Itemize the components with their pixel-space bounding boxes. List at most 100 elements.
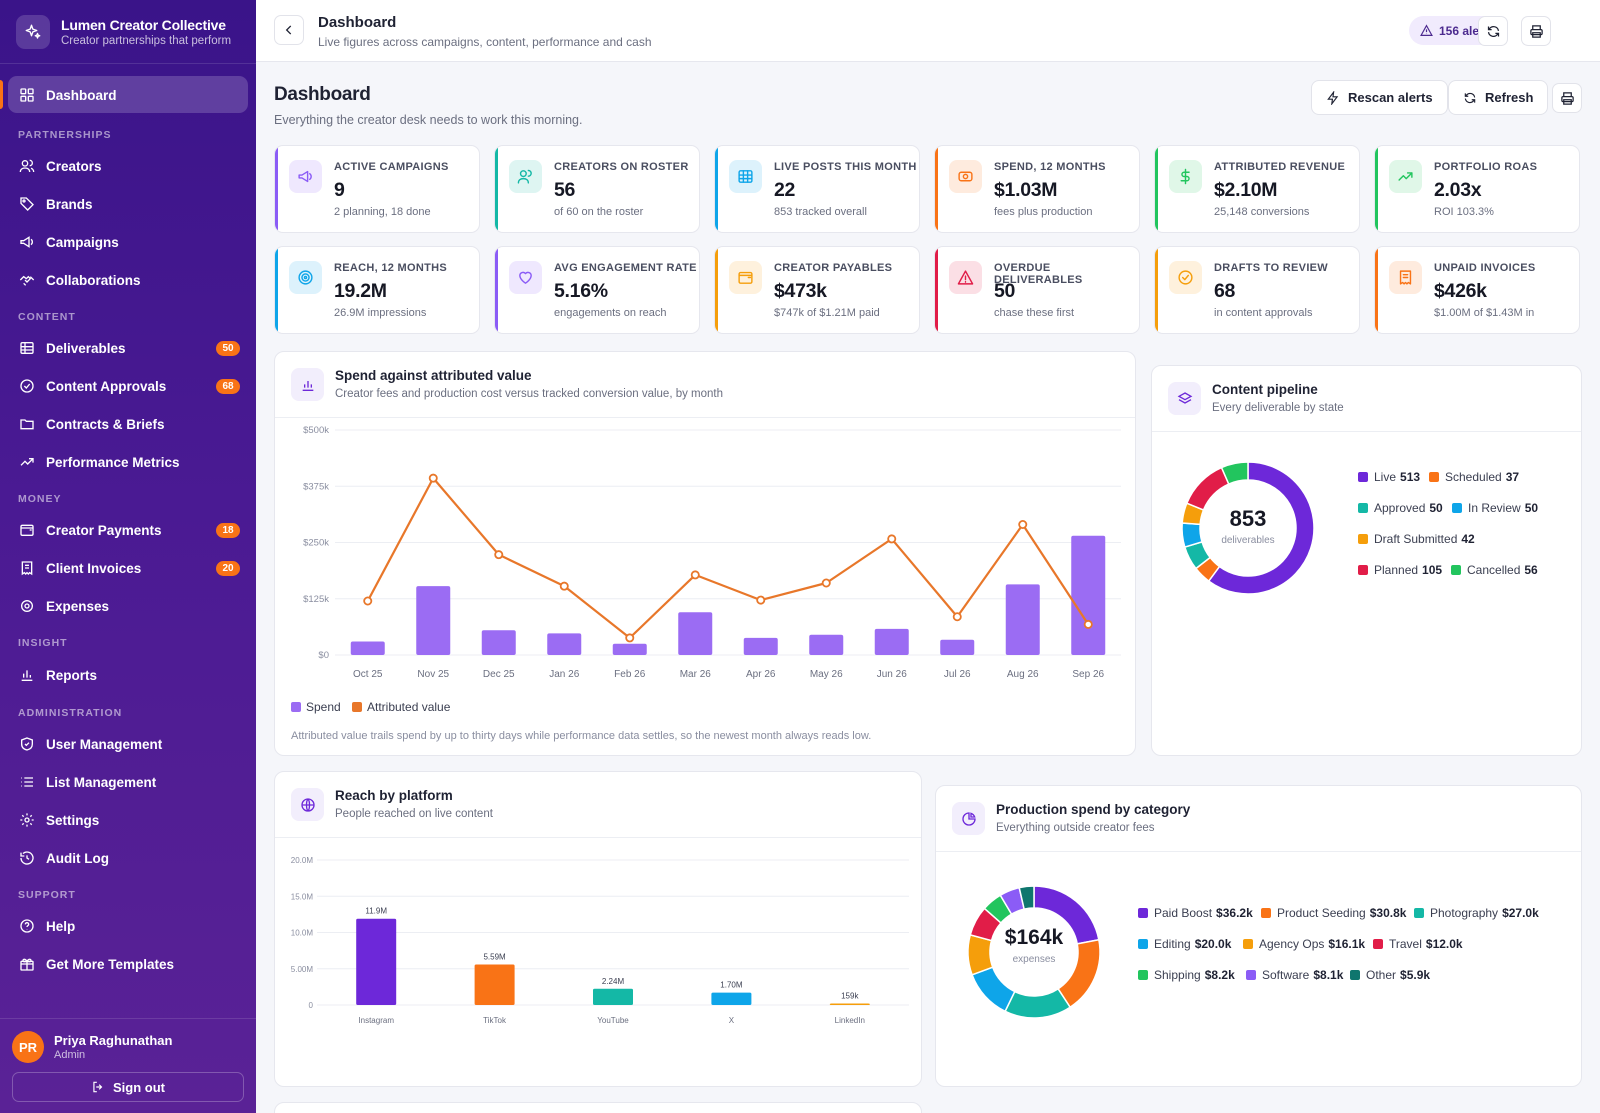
spend-bar[interactable] <box>874 628 909 655</box>
legend-item[interactable]: Shipping $8.2k <box>1138 968 1235 982</box>
sidebar-item-collaborations[interactable]: Collaborations <box>18 269 240 291</box>
donut-slice[interactable] <box>1004 987 1072 1019</box>
attributed-value-point[interactable] <box>1083 619 1093 629</box>
legend-item[interactable]: Editing $20.0k <box>1138 937 1231 951</box>
back-button[interactable] <box>274 15 304 45</box>
spend-bar[interactable] <box>481 630 516 655</box>
sidebar-item-creator-payments[interactable]: Creator Payments 18 <box>18 519 240 541</box>
donut-slice[interactable] <box>1220 461 1249 486</box>
legend-item[interactable]: Planned 105 <box>1358 563 1442 577</box>
sidebar-item-campaigns[interactable]: Campaigns <box>18 231 240 253</box>
kpi-value: $2.10M <box>1214 179 1278 201</box>
attributed-value-point[interactable] <box>428 473 438 483</box>
spend-bar[interactable] <box>547 633 582 655</box>
spend-bar[interactable] <box>350 641 385 656</box>
attributed-value-point[interactable] <box>625 633 635 643</box>
refresh-icon <box>1463 91 1477 105</box>
kpi-card[interactable]: CREATOR PAYABLES $473k $747k of $1.21M pai… <box>714 246 920 334</box>
legend-item[interactable]: Other $5.9k <box>1350 968 1430 982</box>
legend-swatch <box>1358 472 1368 482</box>
print-button[interactable] <box>1552 83 1582 113</box>
spend-bar[interactable] <box>1005 584 1040 655</box>
sidebar-item-reports[interactable]: Reports <box>18 664 240 686</box>
spend-bar[interactable] <box>809 634 844 655</box>
sidebar-item-user-management[interactable]: User Management <box>18 733 240 755</box>
legend-label[interactable]: Spend <box>306 700 341 714</box>
sidebar-item-deliverables[interactable]: Deliverables 50 <box>18 337 240 359</box>
sidebar-item-expenses[interactable]: Expenses <box>18 595 240 617</box>
sidebar-item-client-invoices[interactable]: Client Invoices 20 <box>18 557 240 579</box>
legend-item[interactable]: Live 513 <box>1358 470 1420 484</box>
rescan-alerts-button[interactable]: Rescan alerts <box>1311 80 1448 115</box>
donut-slice[interactable] <box>1185 466 1230 511</box>
attributed-value-point[interactable] <box>952 612 962 622</box>
legend-item[interactable]: Approved 50 <box>1358 501 1443 515</box>
sidebar-item-performance-metrics[interactable]: Performance Metrics <box>18 451 240 473</box>
spend-bar[interactable] <box>940 639 975 655</box>
legend-item[interactable]: Scheduled 37 <box>1429 470 1519 484</box>
sync-button[interactable] <box>1478 16 1508 46</box>
spend-bar[interactable] <box>743 637 778 655</box>
sign-out-button[interactable]: Sign out <box>12 1072 244 1102</box>
refresh-button[interactable]: Refresh <box>1448 80 1549 115</box>
attributed-value-point[interactable] <box>887 534 897 544</box>
spend-bar[interactable] <box>416 586 451 655</box>
kpi-card[interactable]: SPEND, 12 MONTHS $1.03M fees plus producti… <box>934 145 1140 233</box>
spend-bar[interactable] <box>612 643 647 655</box>
donut-slice[interactable] <box>971 966 1016 1013</box>
sidebar-item-list-management[interactable]: List Management <box>18 771 240 793</box>
kpi-card[interactable]: REACH, 12 MONTHS 19.2M 26.9M impressions <box>274 246 480 334</box>
kpi-card[interactable]: DRAFTS TO REVIEW 68 in content approvals <box>1154 246 1360 334</box>
kpi-card[interactable]: OVERDUE DELIVERABLES 50 chase these first <box>934 246 1140 334</box>
sidebar-item-contracts[interactable]: Contracts & Briefs <box>18 413 240 435</box>
attributed-value-point[interactable] <box>494 550 504 560</box>
sidebar-item-brands[interactable]: Brands <box>18 193 240 215</box>
kpi-card[interactable]: CREATORS ON ROSTER 56 of 60 on the roster <box>494 145 700 233</box>
legend-item[interactable]: Agency Ops $16.1k <box>1243 937 1365 951</box>
spend-bar[interactable] <box>678 612 713 655</box>
sidebar-item-get-more-templates[interactable]: Get More Templates <box>18 953 240 975</box>
sidebar-item-creators[interactable]: Creators <box>18 155 240 177</box>
reach-bar[interactable] <box>474 964 515 1005</box>
attributed-value-point[interactable] <box>559 581 569 591</box>
reach-bar[interactable] <box>356 918 397 1005</box>
legend-label[interactable]: Attributed value <box>367 700 451 714</box>
print-button-top[interactable] <box>1521 16 1551 46</box>
legend-swatch <box>1138 970 1148 980</box>
sidebar-item-label: Dashboard <box>46 87 117 103</box>
legend-item[interactable]: Draft Submitted 42 <box>1358 532 1475 546</box>
check-circle-icon <box>1169 261 1202 294</box>
attributed-value-point[interactable] <box>821 578 831 588</box>
kpi-card[interactable]: AVG ENGAGEMENT RATE 5.16% engagements on r… <box>494 246 700 334</box>
donut-slice[interactable] <box>1207 461 1315 595</box>
attributed-value-point[interactable] <box>756 595 766 605</box>
kpi-card[interactable]: PORTFOLIO ROAS 2.03x ROI 103.3% <box>1374 145 1580 233</box>
reach-bar[interactable] <box>593 988 633 1005</box>
user-profile[interactable]: PR Priya Raghunathan Admin <box>0 1018 256 1063</box>
legend-item[interactable]: Travel $12.0k <box>1373 937 1463 951</box>
reach-bar[interactable] <box>711 992 752 1005</box>
legend-item[interactable]: Photography $27.0k <box>1414 906 1539 920</box>
kpi-card[interactable]: ATTRIBUTED REVENUE $2.10M 25,148 conversio… <box>1154 145 1360 233</box>
sidebar-item-settings[interactable]: Settings <box>18 809 240 831</box>
sidebar-item-content-approvals[interactable]: Content Approvals 68 <box>18 375 240 397</box>
legend-item[interactable]: Product Seeding $30.8k <box>1261 906 1406 920</box>
spend-bar[interactable] <box>1071 535 1106 655</box>
kpi-card[interactable]: ACTIVE CAMPAIGNS 9 2 planning, 18 done <box>274 145 480 233</box>
legend-item[interactable]: In Review 50 <box>1452 501 1538 515</box>
brand[interactable]: Lumen Creator Collective Creator partner… <box>0 0 256 64</box>
attributed-value-point[interactable] <box>363 596 373 606</box>
attributed-value-point[interactable] <box>1018 520 1028 530</box>
legend-item[interactable]: Cancelled 56 <box>1451 563 1538 577</box>
sidebar-item-audit-log[interactable]: Audit Log <box>18 847 240 869</box>
sidebar-item-dashboard[interactable]: Dashboard <box>18 84 240 106</box>
sidebar-item-help[interactable]: Help <box>18 915 240 937</box>
reach-bar[interactable] <box>829 1003 870 1006</box>
attributed-value-point[interactable] <box>690 570 700 580</box>
kpi-card[interactable]: LIVE POSTS THIS MONTH 22 853 tracked overa… <box>714 145 920 233</box>
legend-item[interactable]: Software $8.1k <box>1246 968 1343 982</box>
kpi-card[interactable]: UNPAID INVOICES $426k $1.00M of $1.43M in <box>1374 246 1580 334</box>
donut-slice[interactable] <box>1018 885 1035 911</box>
legend-item[interactable]: Paid Boost $36.2k <box>1138 906 1253 920</box>
legend-swatch <box>1243 939 1253 949</box>
